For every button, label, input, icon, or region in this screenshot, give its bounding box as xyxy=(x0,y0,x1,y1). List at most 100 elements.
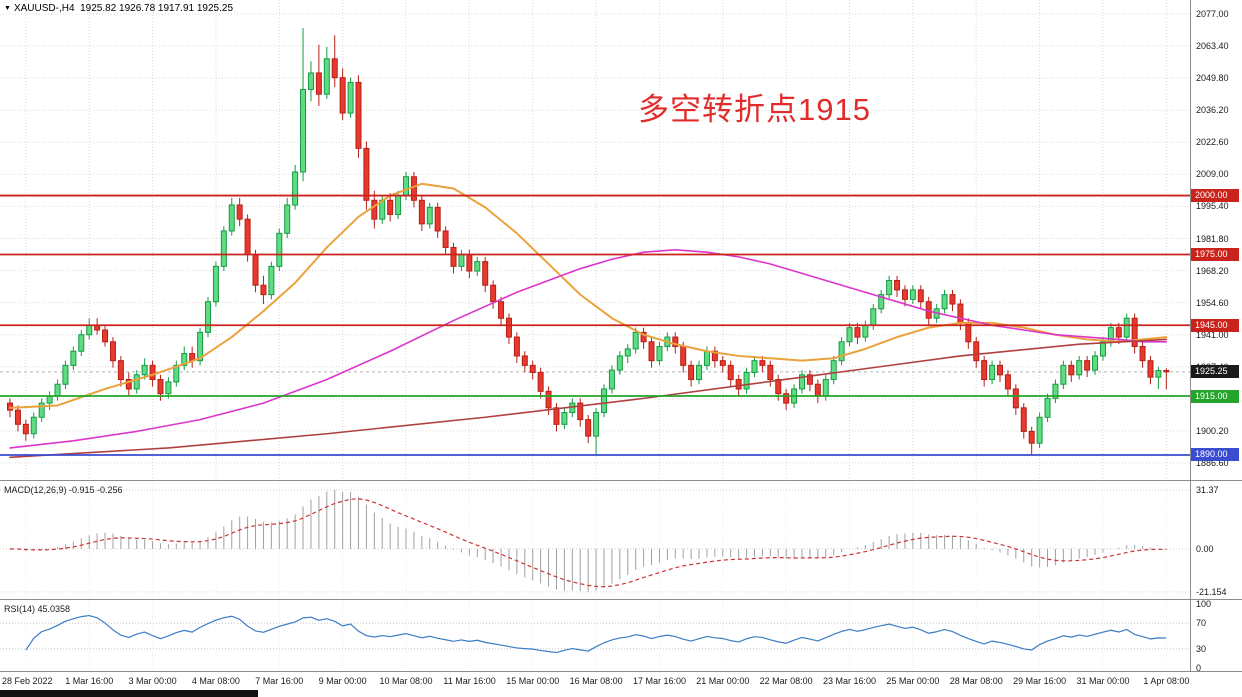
candle-body xyxy=(1044,397,1051,418)
candle-body xyxy=(46,395,53,404)
grid-layer xyxy=(0,0,1190,670)
time-axis-label: 7 Mar 16:00 xyxy=(255,676,304,686)
candle-body xyxy=(917,289,924,303)
candle-body xyxy=(577,402,584,421)
price-tick-label: 1900.20 xyxy=(1196,425,1229,436)
candle-body xyxy=(315,72,322,95)
candle-body xyxy=(220,230,227,267)
candle-body xyxy=(743,371,750,390)
candle-body xyxy=(395,195,402,215)
candle-body xyxy=(347,81,354,114)
macd-histogram xyxy=(17,490,1167,592)
candle-body xyxy=(14,409,21,425)
candle-body xyxy=(703,350,710,366)
candle-body xyxy=(806,374,813,385)
macd-signal-line xyxy=(9,498,1167,588)
candle-body xyxy=(363,147,370,201)
candle-body xyxy=(442,230,449,248)
candle-body xyxy=(1020,407,1027,432)
time-axis-label: 3 Mar 00:00 xyxy=(128,676,177,686)
symbol-label: XAUUSD-,H4 xyxy=(13,3,75,14)
price-tick-label: 1954.60 xyxy=(1196,297,1229,308)
ma-fast-line xyxy=(9,182,1168,409)
candle-body xyxy=(513,336,520,357)
candle-body xyxy=(505,317,512,338)
candle-body xyxy=(862,324,869,338)
time-axis-label: 11 Mar 16:00 xyxy=(443,676,496,686)
candle-body xyxy=(521,355,528,366)
candle-body xyxy=(7,402,13,411)
candle-body xyxy=(901,289,908,300)
rsi-indicator-label: RSI(14) 45.0358 xyxy=(4,604,71,614)
candle-body xyxy=(268,265,275,296)
candle-body xyxy=(1123,317,1130,338)
candle-body xyxy=(102,329,109,343)
candle-body xyxy=(957,303,964,324)
chart-text-object: 多空转折点1915 xyxy=(638,92,871,127)
price-tick-label: 2077.00 xyxy=(1196,9,1229,19)
candle-body xyxy=(387,199,394,215)
time-axis-label: 21 Mar 00:00 xyxy=(696,676,750,686)
time-axis-label: 28 Feb 2022 xyxy=(2,676,53,686)
macd-axis-label: -21.154 xyxy=(1196,587,1227,597)
candle-body xyxy=(838,341,845,362)
time-axis-separator xyxy=(0,671,1242,672)
candle-body xyxy=(561,412,568,425)
rsi-axis-label: 30 xyxy=(1196,643,1207,654)
candle-body xyxy=(759,360,766,366)
macd-axis-label: 0.00 xyxy=(1196,543,1214,554)
macd-pane-separator[interactable] xyxy=(0,480,1242,481)
rsi-axis-label: 70 xyxy=(1196,618,1207,629)
candle-body xyxy=(252,254,259,286)
candle-body xyxy=(1036,416,1043,444)
rsi-axis-label: 0 xyxy=(1196,663,1202,673)
candle-body xyxy=(197,331,204,362)
price-tick-label: 2049.80 xyxy=(1196,73,1229,84)
candle-body xyxy=(640,331,647,343)
candle-body xyxy=(371,199,378,220)
candle-body xyxy=(648,341,655,362)
time-axis-label: 28 Mar 08:00 xyxy=(949,676,1003,686)
candle-body xyxy=(989,364,996,381)
candle-body xyxy=(696,364,703,381)
macd-indicator-label: MACD(12,26,9) -0.915 -0.256 xyxy=(4,485,123,495)
rsi-pane-separator[interactable] xyxy=(0,599,1242,600)
price-tick-label: 2036.20 xyxy=(1196,105,1229,116)
candle-body xyxy=(775,379,782,395)
candle-body xyxy=(426,206,433,225)
candle-body xyxy=(941,294,948,310)
rsi-axis-label: 100 xyxy=(1196,599,1212,609)
time-axis-label: 17 Mar 16:00 xyxy=(632,676,686,686)
candle-body xyxy=(490,284,497,303)
candle-body xyxy=(339,77,346,114)
macd-axis-label: 31.37 xyxy=(1196,485,1219,495)
candle-body xyxy=(1068,364,1075,376)
candle-body xyxy=(1147,360,1154,378)
candle-body xyxy=(735,379,742,390)
time-axis-label: 1 Mar 16:00 xyxy=(65,676,114,686)
candle-body xyxy=(656,346,663,362)
price-axis-separator xyxy=(1190,0,1191,671)
candle-body xyxy=(284,204,291,234)
price-level-badge: 1915.00 xyxy=(1191,389,1239,403)
candle-body xyxy=(878,294,885,310)
candle-body xyxy=(909,289,916,300)
candle-body xyxy=(886,279,893,296)
candle-body xyxy=(323,58,330,95)
symbol-dropdown-icon: ▼ xyxy=(4,5,11,12)
candle-body xyxy=(133,374,140,390)
time-axis-label: 10 Mar 08:00 xyxy=(379,676,433,686)
candle-body xyxy=(727,364,734,381)
candle-body xyxy=(799,374,805,390)
candle-body xyxy=(553,407,560,425)
candle-body xyxy=(1131,317,1138,348)
candle-body xyxy=(1092,355,1099,371)
candle-body xyxy=(78,334,85,352)
price-level-badge: 1925.25 xyxy=(1191,365,1239,379)
candle-body xyxy=(125,379,132,390)
candle-body xyxy=(973,341,980,362)
candle-body xyxy=(498,301,505,319)
candle-body xyxy=(30,416,37,435)
